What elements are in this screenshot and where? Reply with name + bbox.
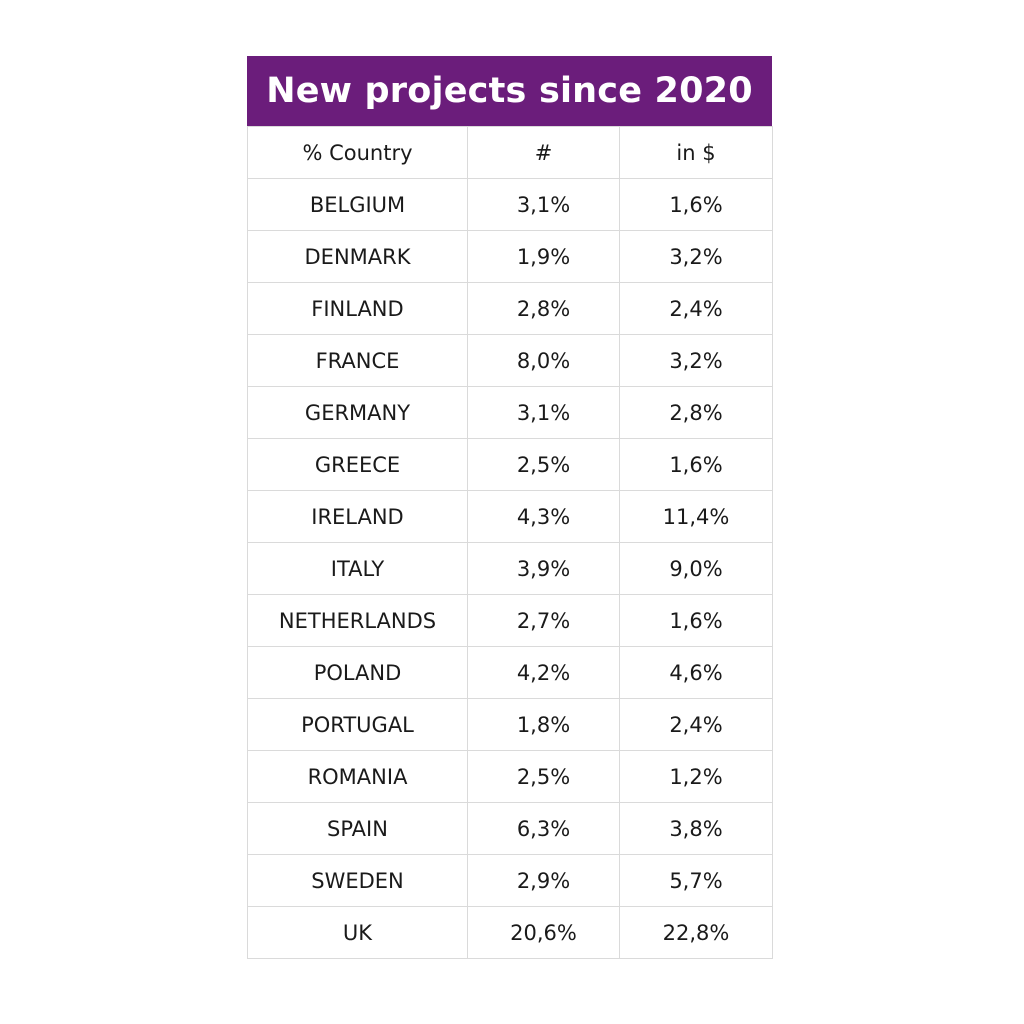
column-header-count: # xyxy=(467,126,620,179)
cell-count: 2,8% xyxy=(467,282,620,335)
table-row: DENMARK 1,9% 3,2% xyxy=(247,230,773,283)
table-row: PORTUGAL 1,8% 2,4% xyxy=(247,698,773,751)
cell-value: 4,6% xyxy=(619,646,773,699)
cell-count: 3,9% xyxy=(467,542,620,595)
table-row: POLAND 4,2% 4,6% xyxy=(247,646,773,699)
table-row: ITALY 3,9% 9,0% xyxy=(247,542,773,595)
table-row: SPAIN 6,3% 3,8% xyxy=(247,802,773,855)
cell-value: 2,4% xyxy=(619,698,773,751)
table-row: IRELAND 4,3% 11,4% xyxy=(247,490,773,543)
table-header-row: % Country # in $ xyxy=(247,126,773,179)
cell-value: 3,8% xyxy=(619,802,773,855)
cell-value: 1,6% xyxy=(619,594,773,647)
cell-country: GREECE xyxy=(247,438,468,491)
cell-value: 1,2% xyxy=(619,750,773,803)
cell-value: 5,7% xyxy=(619,854,773,907)
table-title: New projects since 2020 xyxy=(247,56,772,126)
cell-count: 2,5% xyxy=(467,750,620,803)
cell-value: 22,8% xyxy=(619,906,773,959)
cell-country: SWEDEN xyxy=(247,854,468,907)
column-header-value: in $ xyxy=(619,126,773,179)
table-row: GREECE 2,5% 1,6% xyxy=(247,438,773,491)
cell-country: GERMANY xyxy=(247,386,468,439)
table-row: BELGIUM 3,1% 1,6% xyxy=(247,178,773,231)
table-row: GERMANY 3,1% 2,8% xyxy=(247,386,773,439)
table-row: SWEDEN 2,9% 5,7% xyxy=(247,854,773,907)
cell-value: 3,2% xyxy=(619,230,773,283)
column-header-country: % Country xyxy=(247,126,468,179)
cell-country: FINLAND xyxy=(247,282,468,335)
cell-count: 2,7% xyxy=(467,594,620,647)
cell-country: IRELAND xyxy=(247,490,468,543)
cell-country: UK xyxy=(247,906,468,959)
cell-value: 2,8% xyxy=(619,386,773,439)
cell-country: ROMANIA xyxy=(247,750,468,803)
table-row: FINLAND 2,8% 2,4% xyxy=(247,282,773,335)
cell-country: BELGIUM xyxy=(247,178,468,231)
cell-value: 1,6% xyxy=(619,178,773,231)
cell-count: 3,1% xyxy=(467,178,620,231)
table-row: FRANCE 8,0% 3,2% xyxy=(247,334,773,387)
cell-country: NETHERLANDS xyxy=(247,594,468,647)
cell-country: SPAIN xyxy=(247,802,468,855)
table-body: BELGIUM 3,1% 1,6% DENMARK 1,9% 3,2% FINLAND 2,8… xyxy=(247,178,773,959)
table-row: ROMANIA 2,5% 1,2% xyxy=(247,750,773,803)
cell-country: POLAND xyxy=(247,646,468,699)
cell-count: 2,5% xyxy=(467,438,620,491)
cell-count: 3,1% xyxy=(467,386,620,439)
cell-country: ITALY xyxy=(247,542,468,595)
cell-value: 11,4% xyxy=(619,490,773,543)
cell-count: 4,2% xyxy=(467,646,620,699)
cell-value: 9,0% xyxy=(619,542,773,595)
table-row: NETHERLANDS 2,7% 1,6% xyxy=(247,594,773,647)
cell-count: 4,3% xyxy=(467,490,620,543)
cell-country: FRANCE xyxy=(247,334,468,387)
cell-count: 20,6% xyxy=(467,906,620,959)
cell-country: PORTUGAL xyxy=(247,698,468,751)
cell-count: 1,9% xyxy=(467,230,620,283)
cell-count: 6,3% xyxy=(467,802,620,855)
cell-value: 2,4% xyxy=(619,282,773,335)
cell-country: DENMARK xyxy=(247,230,468,283)
table-row: UK 20,6% 22,8% xyxy=(247,906,773,959)
cell-count: 2,9% xyxy=(467,854,620,907)
cell-count: 1,8% xyxy=(467,698,620,751)
projects-table: % Country # in $ BELGIUM 3,1% 1,6% DENMARK 1… xyxy=(247,126,773,959)
cell-value: 3,2% xyxy=(619,334,773,387)
cell-value: 1,6% xyxy=(619,438,773,491)
cell-count: 8,0% xyxy=(467,334,620,387)
projects-table-card: New projects since 2020 % Country # in $… xyxy=(247,56,773,959)
